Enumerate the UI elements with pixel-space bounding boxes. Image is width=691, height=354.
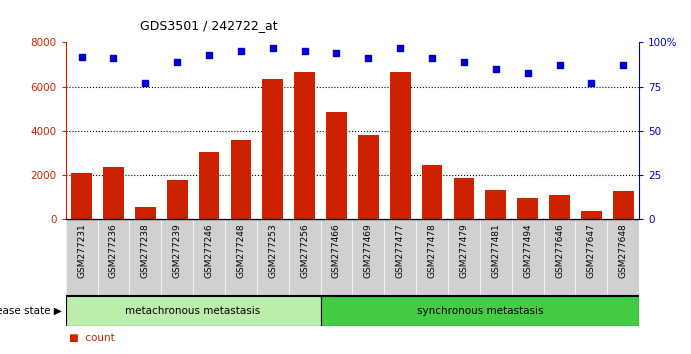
Point	[395, 45, 406, 51]
Point	[618, 63, 629, 68]
Bar	[263, 79, 283, 219]
Text: GSM277477: GSM277477	[396, 223, 405, 278]
Point	[586, 80, 597, 86]
Text: GSM277231: GSM277231	[77, 223, 86, 278]
Text: GSM277646: GSM277646	[555, 223, 564, 278]
Text: ■  count: ■ count	[69, 333, 115, 343]
Text: GDS3501 / 242722_at: GDS3501 / 242722_at	[140, 19, 278, 32]
Bar	[199, 152, 219, 219]
Text: GSM277253: GSM277253	[268, 223, 277, 278]
Bar	[390, 72, 410, 219]
Bar	[71, 173, 92, 219]
Bar	[167, 180, 187, 219]
Bar	[358, 135, 379, 219]
Text: GSM277238: GSM277238	[141, 223, 150, 278]
Text: synchronous metastasis: synchronous metastasis	[417, 306, 543, 316]
Text: GSM277494: GSM277494	[523, 223, 532, 278]
Point	[491, 66, 502, 72]
Text: GSM277248: GSM277248	[236, 223, 245, 278]
Bar	[66, 296, 321, 326]
Bar	[294, 72, 315, 219]
Text: GSM277466: GSM277466	[332, 223, 341, 278]
Point	[299, 48, 310, 54]
Text: GSM277647: GSM277647	[587, 223, 596, 278]
Text: GSM277479: GSM277479	[460, 223, 468, 278]
Point	[267, 45, 278, 51]
Point	[76, 54, 87, 59]
Text: GSM277469: GSM277469	[364, 223, 373, 278]
Text: GSM277246: GSM277246	[205, 223, 214, 278]
Text: GSM277478: GSM277478	[428, 223, 437, 278]
Bar	[486, 190, 506, 219]
Point	[554, 63, 565, 68]
Point	[331, 50, 342, 56]
Point	[522, 70, 533, 75]
Bar	[518, 199, 538, 219]
Text: disease state ▶: disease state ▶	[0, 306, 62, 316]
Bar	[549, 195, 570, 219]
Bar	[321, 296, 639, 326]
Point	[458, 59, 469, 65]
Text: GSM277648: GSM277648	[618, 223, 627, 278]
Text: GSM277236: GSM277236	[109, 223, 118, 278]
Bar	[613, 192, 634, 219]
Bar	[453, 178, 474, 219]
Point	[108, 56, 119, 61]
Text: GSM277239: GSM277239	[173, 223, 182, 278]
Point	[203, 52, 214, 58]
Bar	[326, 112, 347, 219]
Point	[140, 80, 151, 86]
Text: metachronous metastasis: metachronous metastasis	[126, 306, 261, 316]
Point	[236, 48, 247, 54]
Bar	[135, 207, 155, 219]
Point	[363, 56, 374, 61]
Text: GSM277256: GSM277256	[300, 223, 309, 278]
Bar	[103, 167, 124, 219]
Bar	[422, 165, 442, 219]
Text: GSM277481: GSM277481	[491, 223, 500, 278]
Point	[426, 56, 437, 61]
Point	[171, 59, 182, 65]
Bar	[581, 211, 602, 219]
Bar	[231, 140, 252, 219]
